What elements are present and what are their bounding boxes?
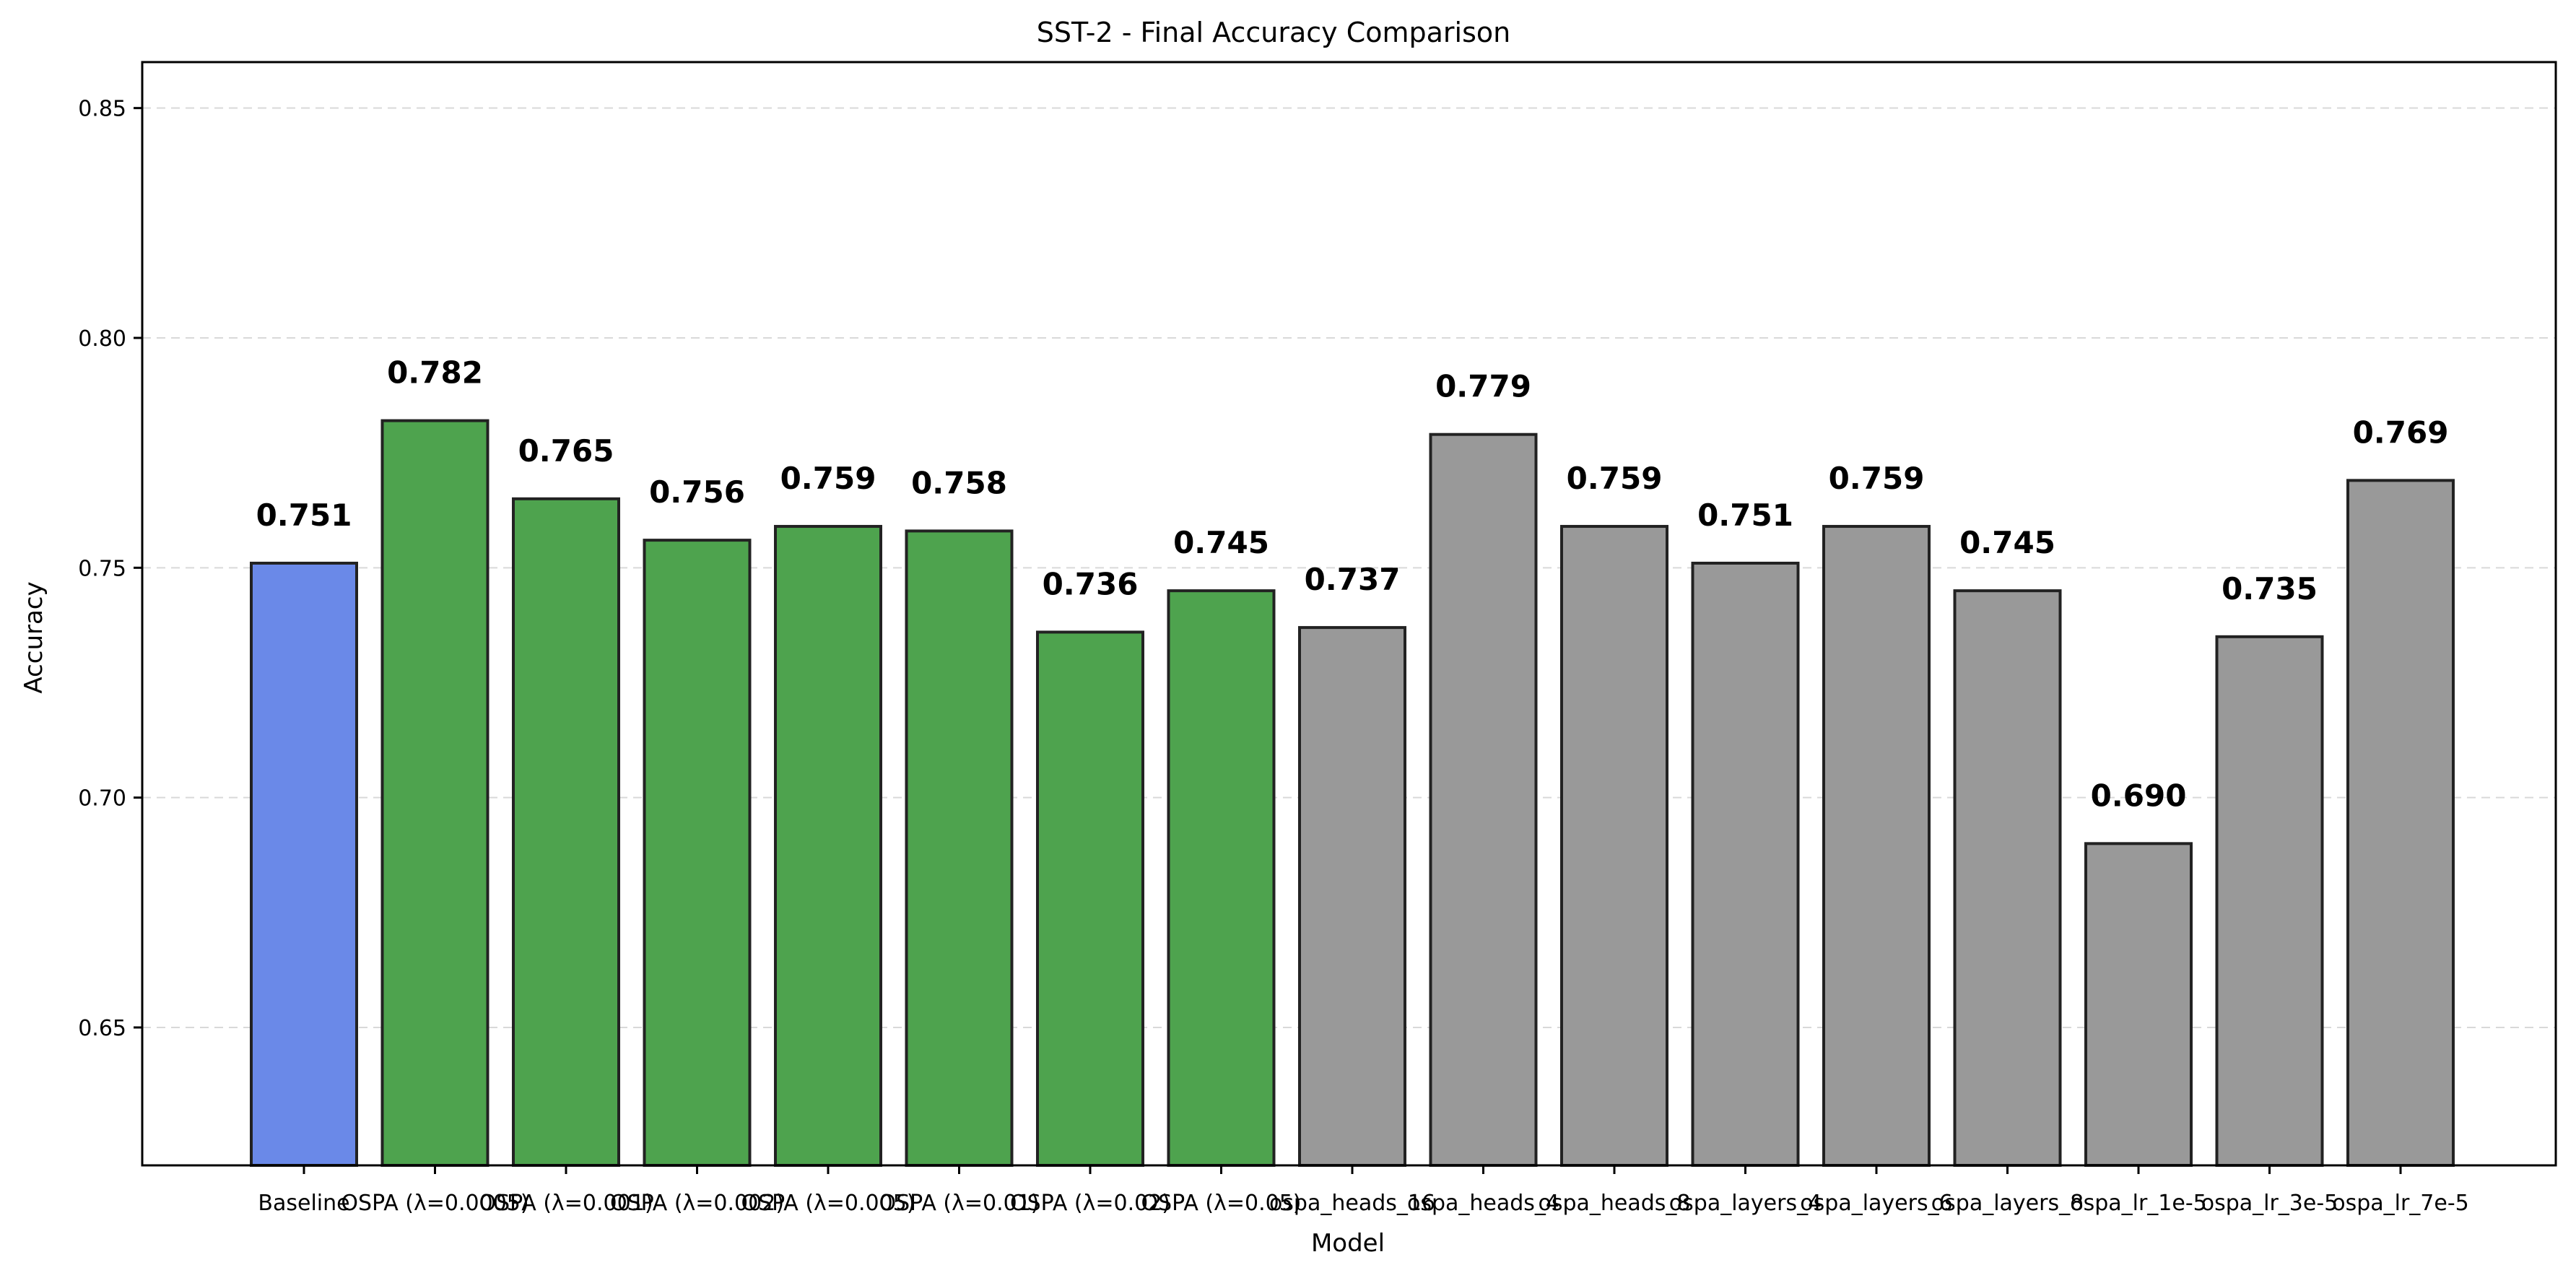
y-tick-label: 0.85 — [78, 97, 126, 122]
bar — [643, 539, 752, 1167]
data-label: 0.745 — [1173, 525, 1269, 560]
bar — [1298, 626, 1406, 1167]
data-label: 0.745 — [1959, 525, 2055, 560]
data-label: 0.779 — [1435, 369, 1531, 404]
x-tick-label: ospa_layers_4 — [1669, 1191, 1822, 1216]
data-label: 0.751 — [1697, 497, 1793, 533]
x-axis-label: Model — [1311, 1229, 1385, 1258]
data-label: 0.759 — [1567, 461, 1663, 496]
data-label: 0.736 — [1043, 566, 1139, 601]
x-tick-label: ospa_lr_7e-5 — [2332, 1191, 2469, 1216]
x-tick-label: ospa_lr_3e-5 — [2201, 1191, 2338, 1216]
data-label: 0.756 — [649, 474, 745, 510]
x-tick-label: OSPA (λ=0.01) — [879, 1191, 1040, 1216]
data-label: 0.735 — [2222, 571, 2318, 607]
chart-title: SST-2 - Final Accuracy Comparison — [1037, 17, 1510, 48]
x-tick-label: OSPA (λ=0.002) — [610, 1191, 784, 1216]
bar — [1691, 561, 1800, 1167]
data-labels: 0.751 0.782 0.765 0.756 0.759 0.758 0.736 0.745… — [256, 355, 2449, 814]
y-axis-label: Accuracy — [19, 581, 48, 693]
data-label: 0.782 — [387, 355, 483, 391]
x-tick-label: OSPA (λ=0.005) — [741, 1191, 915, 1216]
x-tick-label: OSPA (λ=0.0005) — [341, 1191, 528, 1216]
plot-area-frame — [141, 61, 2557, 1167]
data-label: 0.765 — [518, 433, 614, 469]
bar — [2346, 479, 2455, 1167]
data-label: 0.690 — [2091, 778, 2187, 813]
bar — [2084, 842, 2193, 1168]
bar — [2215, 635, 2324, 1167]
data-label: 0.769 — [2353, 414, 2449, 450]
bar — [1036, 630, 1144, 1167]
bar — [1953, 589, 2062, 1167]
x-tick-label: ospa_heads_8 — [1538, 1191, 1690, 1216]
x-tick-label: ospa_heads_4 — [1407, 1191, 1559, 1216]
x-tick-label: ospa_layers_6 — [1800, 1191, 1952, 1216]
y-tick-label: 0.80 — [78, 326, 126, 352]
bar — [250, 561, 358, 1167]
x-tick-label: OSPA (λ=0.001) — [479, 1191, 653, 1216]
data-label: 0.758 — [911, 465, 1007, 500]
bars — [250, 419, 2455, 1168]
x-tick-label: ospa_heads_16 — [1269, 1191, 1435, 1216]
x-tick-label: Baseline — [258, 1191, 349, 1216]
y-tick-label: 0.75 — [78, 556, 126, 581]
bar — [774, 525, 882, 1167]
x-tick-label: ospa_lr_1e-5 — [2070, 1191, 2207, 1216]
y-axis-ticks: 0.65 0.70 0.75 0.80 0.85 — [78, 97, 142, 1041]
x-tick-label: ospa_layers_8 — [1931, 1191, 2084, 1216]
x-tick-label: OSPA (λ=0.02) — [1010, 1191, 1170, 1216]
bar — [1822, 525, 1931, 1167]
data-label: 0.737 — [1305, 562, 1401, 597]
x-tick-label: OSPA (λ=0.05) — [1141, 1191, 1302, 1216]
y-tick-label: 0.70 — [78, 786, 126, 812]
data-label: 0.759 — [780, 461, 876, 496]
data-label: 0.751 — [256, 497, 352, 533]
data-label: 0.759 — [1829, 461, 1925, 496]
bar — [380, 419, 489, 1167]
bar — [905, 529, 1014, 1167]
bar — [1167, 589, 1276, 1167]
bar — [1560, 525, 1668, 1167]
bar — [512, 497, 620, 1167]
y-tick-label: 0.65 — [78, 1016, 126, 1041]
bar — [1429, 432, 1538, 1167]
